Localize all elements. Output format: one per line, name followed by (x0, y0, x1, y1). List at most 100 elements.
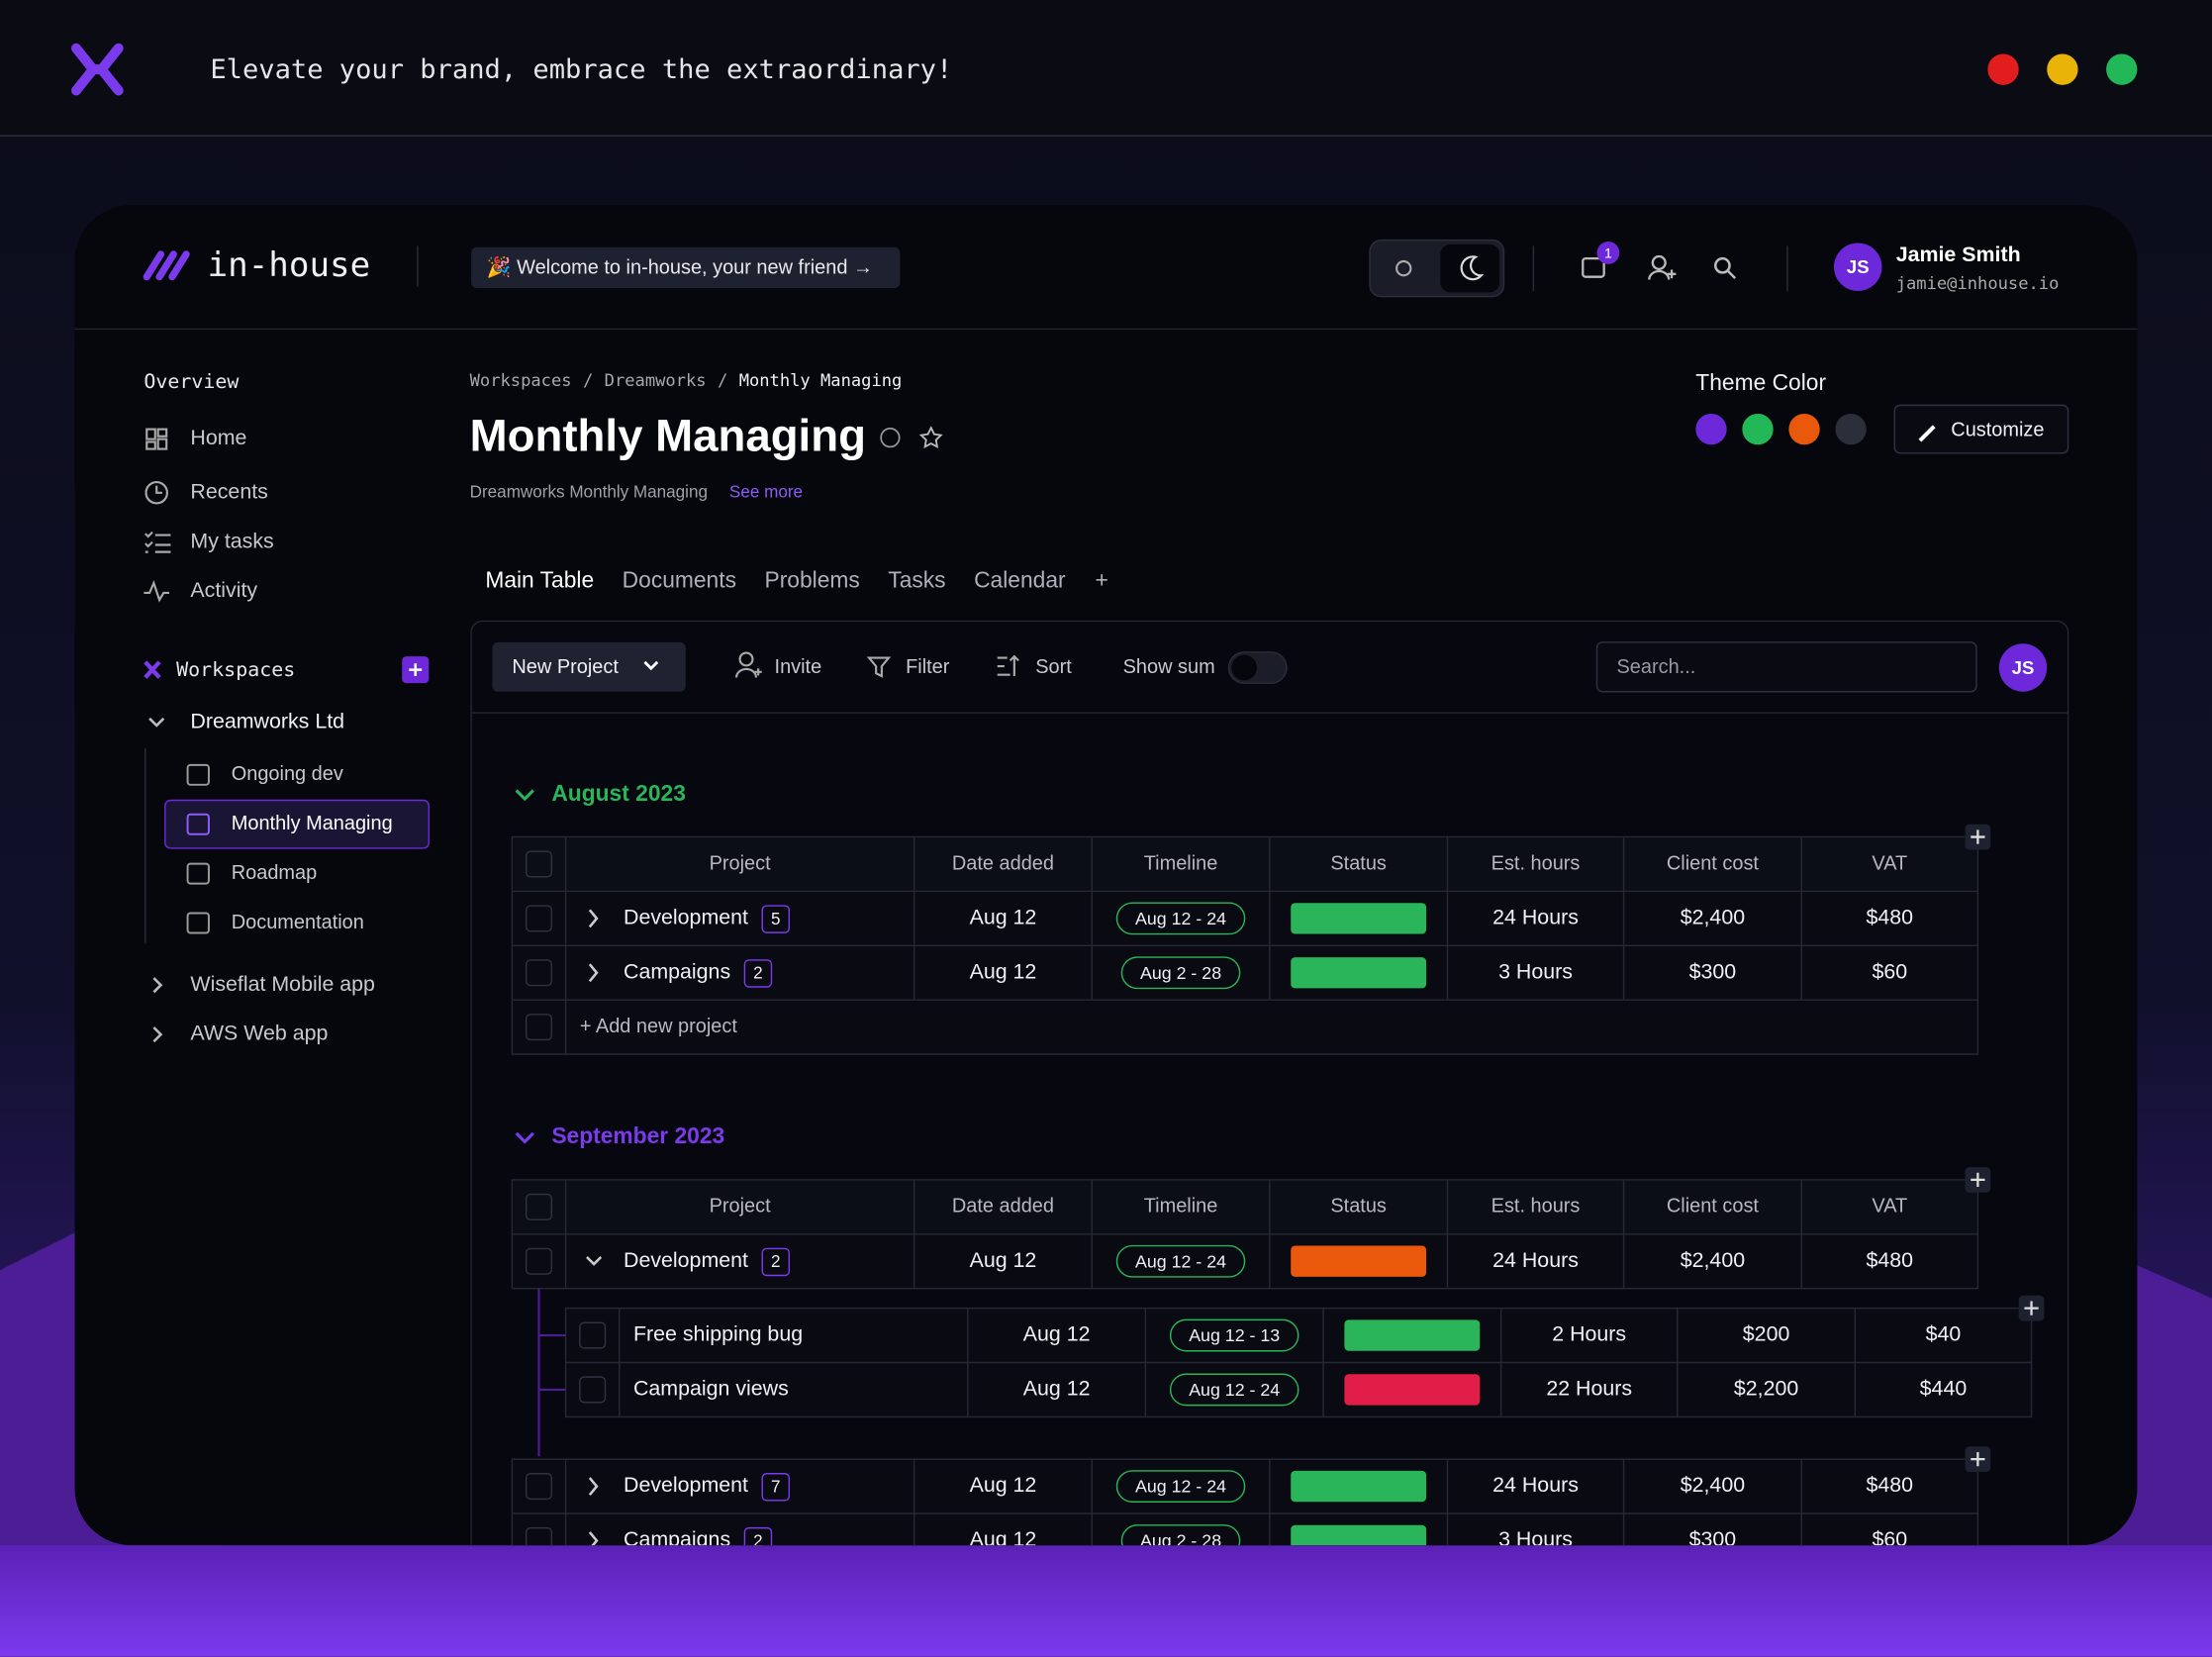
project-name[interactable]: Campaign views (633, 1377, 789, 1401)
row-checkbox[interactable] (579, 1321, 607, 1349)
moon-icon[interactable] (1460, 255, 1485, 281)
customize-button[interactable] (1893, 404, 2069, 454)
theme-swatch[interactable] (1835, 413, 1867, 445)
expand-chevron[interactable] (588, 963, 599, 983)
add-row[interactable]: + Add new project (580, 1016, 738, 1037)
add-workspace-icon[interactable] (409, 663, 423, 677)
group-title[interactable]: September 2023 (551, 1122, 724, 1148)
status-bar[interactable] (1291, 957, 1427, 989)
row-checkbox[interactable] (525, 1014, 553, 1041)
row-checkbox[interactable] (525, 850, 553, 878)
column-header[interactable]: Date added (952, 1196, 1054, 1218)
add-column-icon[interactable] (2024, 1301, 2039, 1316)
row-checkbox[interactable] (579, 1376, 607, 1404)
add-user-icon[interactable] (1648, 269, 1677, 280)
workspace-name[interactable]: Dreamworks Ltd (190, 710, 344, 733)
tab[interactable]: Documents (623, 567, 736, 593)
status-bar[interactable] (1344, 1374, 1481, 1406)
column-header[interactable]: Est. hours (1491, 1196, 1581, 1218)
add-column-icon[interactable] (1971, 1452, 1985, 1467)
breadcrumb-item[interactable]: Workspaces (470, 371, 572, 391)
invite-icon[interactable] (738, 651, 754, 667)
row-checkbox[interactable] (525, 1526, 553, 1554)
nav-item[interactable]: Home (190, 426, 246, 449)
nav-item[interactable]: Activity (190, 578, 257, 602)
avatar[interactable] (1998, 643, 2048, 692)
column-header[interactable]: Status (1330, 852, 1387, 874)
column-header[interactable]: VAT (1872, 852, 1907, 874)
group-chevron[interactable] (515, 789, 534, 802)
row-checkbox[interactable] (525, 1473, 553, 1501)
window-dot[interactable] (2106, 53, 2138, 85)
theme-swatch[interactable] (1788, 413, 1820, 445)
expand-chevron[interactable] (588, 909, 599, 928)
avatar[interactable] (1833, 243, 1882, 291)
breadcrumb-item[interactable]: Dreamworks (605, 371, 707, 391)
workspace-item[interactable]: Ongoing dev (232, 763, 343, 785)
status-bar[interactable] (1291, 1245, 1427, 1277)
add-user-icon[interactable] (1651, 254, 1667, 270)
tab[interactable]: Calendar (974, 567, 1066, 593)
column-header[interactable]: Project (710, 1196, 772, 1218)
status-bar[interactable] (1291, 1470, 1427, 1503)
add-tab[interactable]: + (1096, 567, 1108, 593)
group-chevron[interactable] (515, 1131, 534, 1144)
info-icon[interactable] (880, 428, 901, 448)
sort-label[interactable]: Sort (1035, 656, 1072, 678)
row-checkbox[interactable] (525, 1247, 553, 1275)
tab[interactable]: Problems (765, 567, 860, 593)
window-dot[interactable] (1987, 53, 2019, 85)
new-project-label[interactable]: New Project (512, 656, 619, 678)
theme-swatch[interactable] (1695, 413, 1727, 445)
invite-icon[interactable] (734, 667, 762, 678)
filter-label[interactable]: Filter (906, 656, 950, 678)
status-bar[interactable] (1344, 1319, 1481, 1351)
see-more-link[interactable]: See more (729, 482, 803, 501)
column-header[interactable]: Timeline (1144, 1196, 1218, 1218)
workspace-item[interactable]: Monthly Managing (232, 813, 393, 834)
project-name[interactable]: Development (624, 906, 748, 929)
project-name[interactable]: Campaigns (624, 959, 730, 983)
workspace-name[interactable]: AWS Web app (190, 1022, 328, 1045)
column-header[interactable]: Project (710, 852, 772, 874)
invite-label[interactable]: Invite (775, 656, 822, 678)
nav-item[interactable]: Recents (190, 479, 267, 503)
column-header[interactable]: Client cost (1667, 1196, 1760, 1218)
chevron[interactable] (152, 1026, 163, 1043)
expand-chevron[interactable] (588, 1531, 599, 1549)
chevron[interactable] (148, 717, 165, 728)
status-bar[interactable] (1291, 1524, 1427, 1556)
sun-icon[interactable] (1395, 259, 1412, 277)
project-name[interactable]: Development (624, 1473, 748, 1497)
tab[interactable]: Main Table (485, 567, 594, 593)
star-icon[interactable] (918, 426, 943, 448)
new-project-button[interactable] (492, 641, 686, 692)
column-header[interactable]: Est. hours (1491, 852, 1581, 874)
column-header[interactable]: Status (1330, 1196, 1387, 1218)
tab[interactable]: Tasks (888, 567, 945, 593)
theme-swatch[interactable] (1742, 413, 1774, 445)
window-dot[interactable] (2047, 53, 2078, 85)
add-column-icon[interactable] (1971, 829, 1985, 844)
row-checkbox[interactable] (525, 959, 553, 987)
project-name[interactable]: Development (624, 1248, 748, 1272)
group-title[interactable]: August 2023 (551, 780, 686, 806)
workspace-name[interactable]: Wiseflat Mobile app (190, 972, 375, 996)
status-bar[interactable] (1291, 903, 1427, 934)
sort-icon[interactable] (997, 654, 1019, 677)
search-input[interactable] (1595, 641, 1977, 693)
add-column-icon[interactable] (1971, 1172, 1985, 1188)
search-icon[interactable] (1727, 270, 1737, 280)
column-header[interactable]: Timeline (1144, 852, 1218, 874)
workspace-item[interactable]: Documentation (232, 912, 364, 933)
filter-icon[interactable] (866, 656, 892, 678)
welcome[interactable]: 🎉 Welcome to in-house, your new friend → (487, 254, 873, 278)
chevron[interactable] (152, 977, 163, 994)
column-header[interactable]: VAT (1872, 1196, 1907, 1218)
project-name[interactable]: Campaigns (624, 1527, 730, 1551)
search-icon[interactable] (1713, 256, 1731, 274)
row-checkbox[interactable] (525, 905, 553, 932)
welcome-pill[interactable] (471, 246, 901, 289)
column-header[interactable]: Client cost (1667, 852, 1760, 874)
nav-item[interactable]: My tasks (190, 529, 273, 552)
